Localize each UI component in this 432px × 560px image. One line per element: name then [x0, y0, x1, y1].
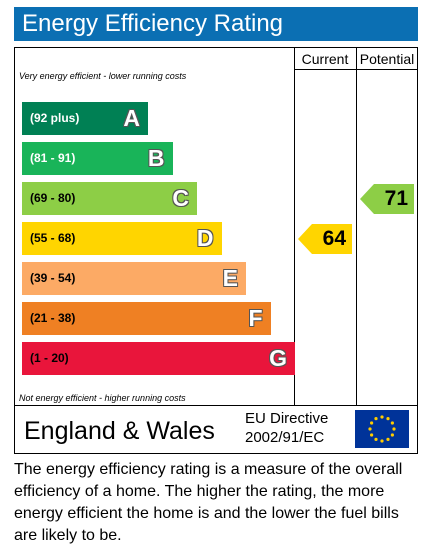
current-rating-value: 64 [322, 226, 346, 250]
band-c: (69 - 80) C [22, 182, 197, 215]
band-b: (81 - 91) B [22, 142, 173, 175]
description-text: The energy efficiency rating is a measur… [14, 461, 403, 544]
band-letter: E [222, 265, 238, 291]
current-column-header: Current [301, 51, 349, 67]
potential-column-header: Potential [359, 51, 415, 67]
band-g: (1 - 20) G [22, 342, 295, 375]
band-letter: F [248, 305, 263, 331]
directive-line-1: EU Directive [245, 410, 329, 427]
band-f: (21 - 38) F [22, 302, 271, 335]
band-d: (55 - 68) D [22, 222, 222, 255]
band-range-label: (1 - 20) [30, 351, 69, 365]
band-range-label: (92 plus) [30, 111, 80, 125]
band-letter: G [269, 345, 287, 371]
band-range-label: (69 - 80) [30, 191, 76, 205]
footer [14, 406, 418, 454]
band-range-label: (55 - 68) [30, 231, 76, 245]
current-rating-arrow: 64 [298, 223, 352, 254]
band-e: (39 - 54) E [22, 262, 246, 295]
band-range-label: (21 - 38) [30, 311, 76, 325]
band-letter: D [196, 225, 214, 251]
divider-potential [356, 47, 357, 406]
region-label: England & Wales [24, 417, 215, 445]
band-range-label: (39 - 54) [30, 271, 76, 285]
band-a: (92 plus) A [22, 102, 148, 135]
header-divider [294, 69, 418, 70]
band-range-label: (81 - 91) [30, 151, 76, 165]
band-letter: C [172, 185, 189, 211]
bottom-note: Not energy efficient - higher running co… [19, 393, 186, 403]
band-letter: A [123, 105, 140, 131]
rating-frame [14, 47, 418, 406]
eu-directive: EU Directive 2002/91/EC [245, 409, 328, 447]
eu-flag-icon [355, 410, 409, 448]
directive-line-2: 2002/91/EC [245, 429, 325, 446]
divider-current [294, 47, 295, 406]
band-letter: B [147, 145, 165, 171]
chart-title: Energy Efficiency Rating [14, 7, 418, 41]
potential-rating-arrow: 71 [360, 183, 414, 214]
top-note: Very energy efficient - lower running co… [19, 71, 187, 81]
potential-rating-value: 71 [384, 186, 408, 210]
